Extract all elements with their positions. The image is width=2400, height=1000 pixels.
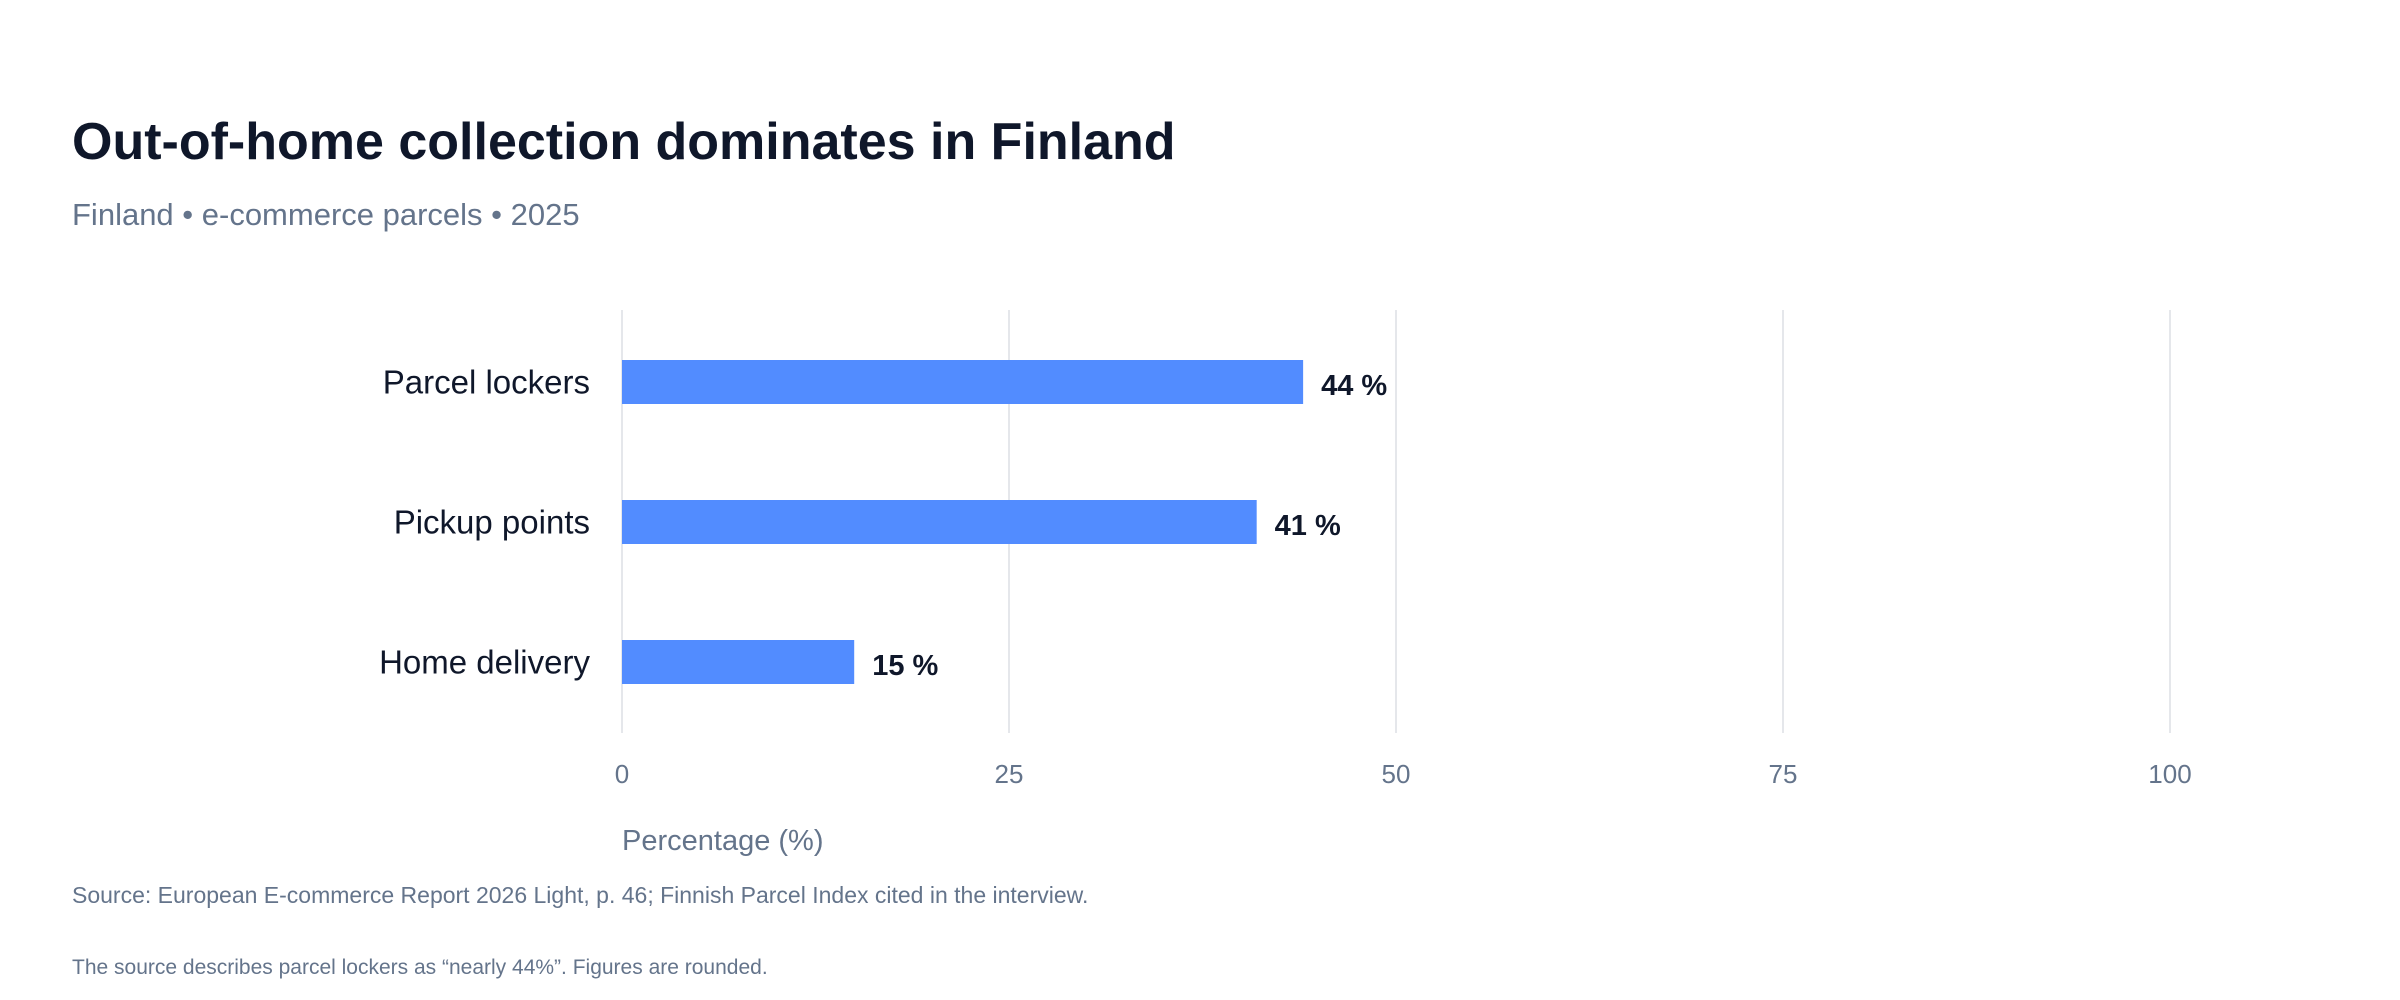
chart-subtitle: Finland • e-commerce parcels • 2025 (72, 197, 580, 232)
category-label: Pickup points (394, 504, 590, 541)
x-tick-label: 75 (1769, 759, 1798, 789)
bars (622, 360, 1304, 684)
category-label: Parcel lockers (383, 364, 590, 401)
x-axis-ticks: 0 25 50 75 100 (615, 759, 2192, 789)
x-tick-label: 0 (615, 759, 629, 789)
value-labels: 44 % 41 % 15 % (872, 370, 1387, 682)
chart-title: Out-of-home collection dominates in Finl… (72, 113, 1176, 171)
bar-chart: Parcel lockers Pickup points Home delivery… (379, 310, 2192, 857)
x-tick-label: 25 (995, 759, 1024, 789)
category-labels: Parcel lockers Pickup points Home delivery (379, 364, 590, 681)
source-note: Source: European E-commerce Report 2026 … (72, 882, 1089, 908)
value-label: 15 % (872, 650, 938, 682)
footnote: The source describes parcel lockers as “… (72, 956, 768, 979)
bar (622, 640, 855, 684)
bar (622, 360, 1304, 404)
category-label: Home delivery (379, 644, 590, 681)
x-tick-label: 50 (1382, 759, 1411, 789)
bar (622, 500, 1257, 544)
x-tick-label: 100 (2148, 759, 2191, 789)
value-label: 41 % (1275, 510, 1341, 542)
x-axis-title: Percentage (%) (622, 825, 824, 857)
value-label: 44 % (1321, 370, 1387, 402)
